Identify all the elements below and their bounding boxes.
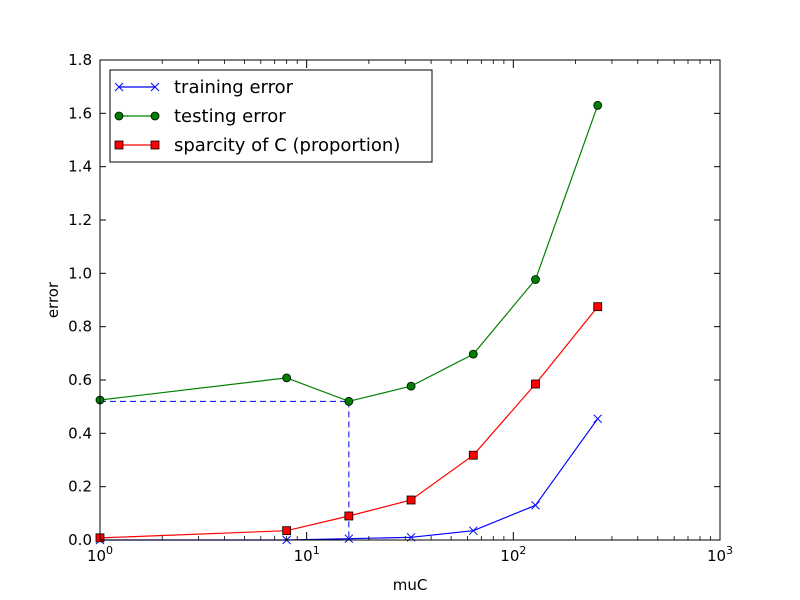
series-2-point-4 — [468, 450, 478, 460]
y-tick-label-6: 1.2 — [68, 211, 92, 229]
y-tick-label-3: 0.6 — [68, 371, 92, 389]
y-tick-label-0: 0.0 — [68, 531, 92, 549]
series-2-point-3 — [406, 495, 416, 505]
legend-marker-0-a — [114, 82, 124, 92]
legend-marker-1-a — [114, 111, 124, 121]
legend-marker-1-b — [150, 111, 160, 121]
legend-item-2: sparcity of C (proportion) — [114, 135, 400, 156]
y-tick-label-1: 0.2 — [68, 478, 92, 496]
ticks-group: 0.0 0.2 0.4 0.6 0.8 1.0 1.2 1.4 1.6 1.8 100 101 102 1… — [68, 51, 733, 565]
series-2-point-2 — [344, 511, 354, 521]
legend-marker-2-b — [150, 140, 160, 150]
legend-item-1: testing error — [114, 106, 286, 127]
legend-marker-0-b-stroke-b — [150, 82, 160, 92]
legend-item-0: training error — [114, 77, 294, 98]
series-1-point-5 — [531, 275, 540, 284]
x-tick-label-2: 102 — [500, 544, 526, 565]
y-tick-label-8: 1.6 — [68, 104, 92, 122]
legend-marker-0-a-stroke-b — [114, 82, 124, 92]
series-0-point-4 — [468, 526, 478, 536]
plot-frame — [99, 59, 721, 541]
y-axis-label: error — [44, 281, 62, 318]
series-1-point-1 — [282, 373, 292, 383]
legend-label-1: testing error — [174, 106, 286, 127]
y-tick-label-9: 1.8 — [68, 51, 92, 69]
y-tick-label-7: 1.4 — [68, 158, 92, 176]
series-0-point-6-stroke-b — [593, 414, 603, 424]
series-1-point-2 — [344, 396, 354, 406]
legend-label-2: sparcity of C (proportion) — [174, 135, 400, 156]
legend: training error testing error sparcity of C… — [109, 69, 433, 163]
x-tick-label-1: 101 — [294, 544, 320, 565]
y-tick-label-2: 0.4 — [68, 424, 92, 442]
legend-marker-2-a — [114, 140, 124, 150]
series-2-point-1 — [282, 526, 292, 536]
series-2-point-5 — [531, 379, 540, 389]
legend-marker-0-b — [150, 82, 160, 92]
y-tick-label-5: 1.0 — [68, 264, 92, 282]
series-2-point-6 — [593, 302, 603, 312]
series-0-point-6 — [593, 414, 603, 424]
series-0-point-2 — [344, 534, 354, 544]
y-tick-label-4: 0.8 — [68, 318, 92, 336]
x-tick-label-3: 103 — [707, 544, 733, 565]
x-axis-label: muC — [393, 576, 428, 594]
series-0-point-4-stroke-b — [468, 526, 478, 536]
series-1-point-3 — [406, 381, 416, 391]
series-1 — [95, 100, 603, 406]
x-tick-label-0: 100 — [87, 544, 113, 565]
series-0-point-5 — [531, 500, 540, 510]
series-1-point-6 — [593, 100, 603, 110]
legend-box — [109, 69, 433, 163]
legend-label-0: training error — [174, 77, 294, 98]
series-0-point-2-stroke-b — [344, 534, 354, 544]
series-1-point-4 — [468, 349, 478, 359]
series-0-point-5-stroke-b — [531, 500, 540, 510]
series-group — [95, 100, 603, 545]
